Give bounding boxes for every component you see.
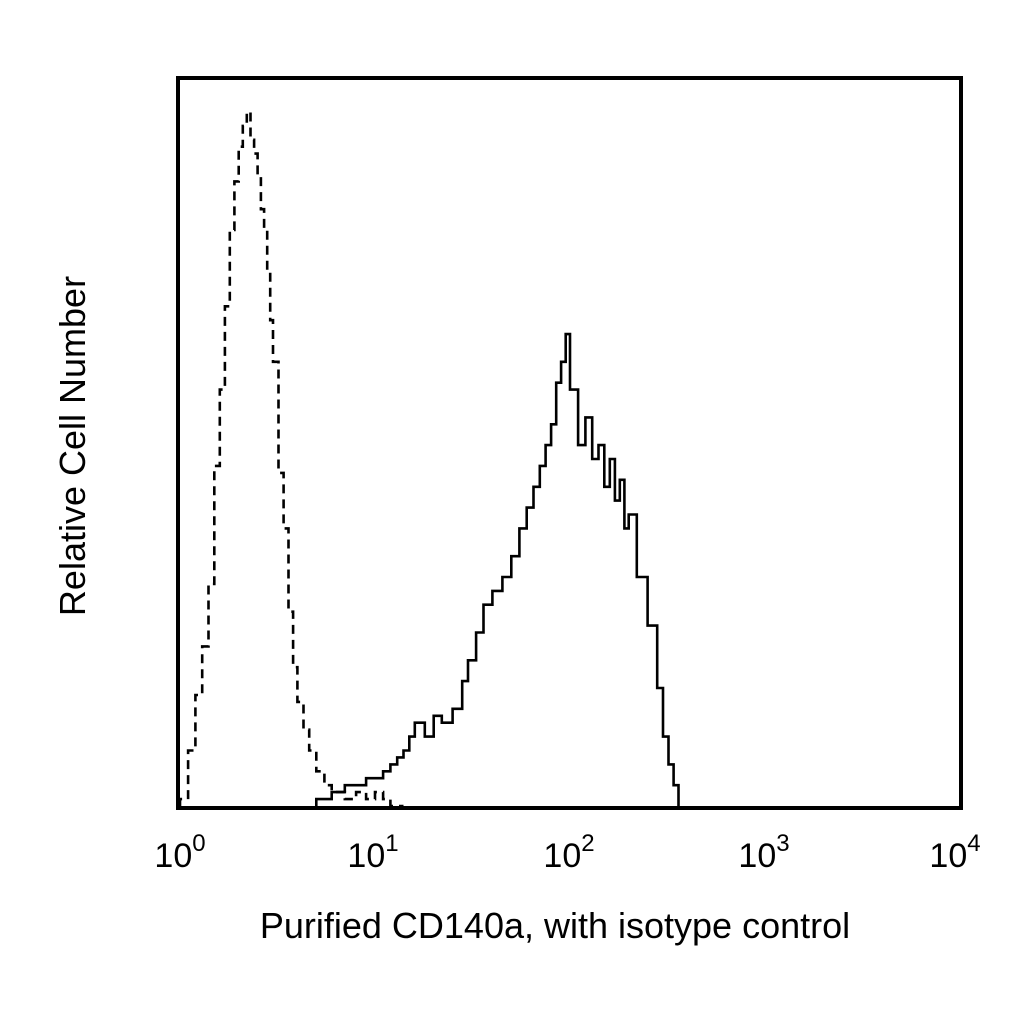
x-tick-label-0: 100 (154, 830, 205, 875)
y-axis-label: Relative Cell Number (52, 276, 93, 616)
plot-frame (176, 76, 963, 810)
x-tick-label-1: 101 (347, 830, 398, 875)
x-tick-label-2: 102 (543, 830, 594, 875)
isotype-control-histogram-line (178, 110, 404, 808)
series-layer (178, 110, 680, 808)
x-tick-label-4: 104 (929, 830, 980, 875)
x-tick-label-3: 103 (738, 830, 789, 875)
x-axis-label: Purified CD140a, with isotype control (260, 905, 850, 946)
cd140a-histogram-line (315, 332, 680, 806)
